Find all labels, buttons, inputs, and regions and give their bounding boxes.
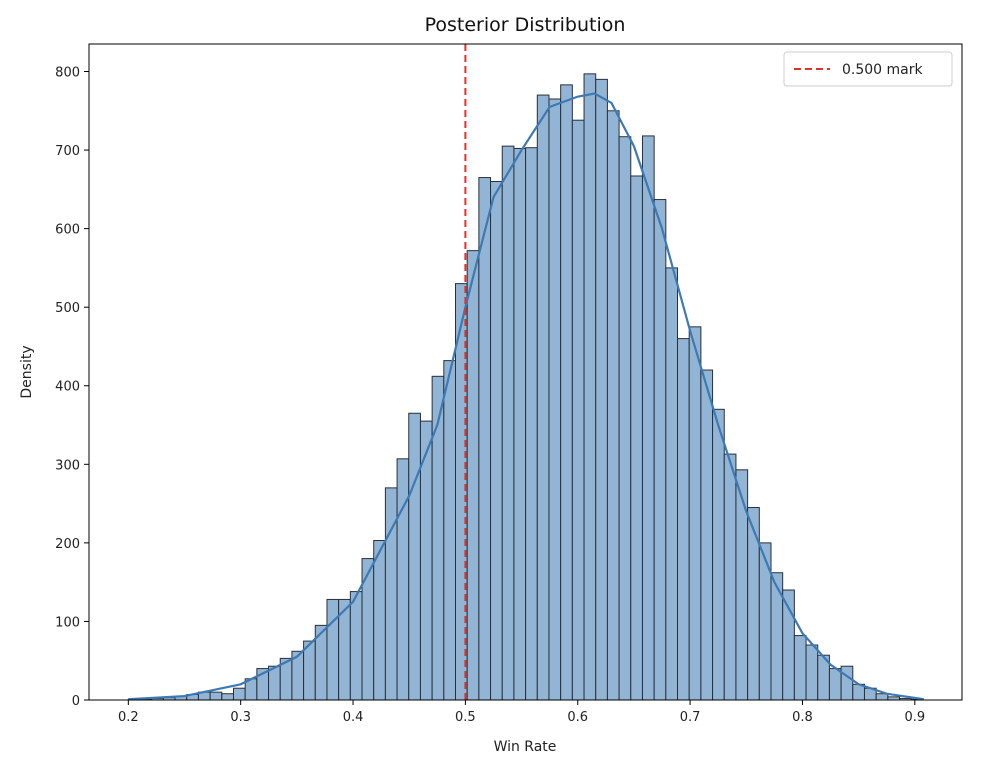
histogram-bar (408, 412, 421, 701)
y-tick: 0 (72, 694, 89, 709)
histogram-bar (349, 591, 363, 701)
histogram-bar (571, 119, 585, 701)
histogram-bar (630, 175, 643, 701)
x-axis: 0.2 0.3 0.4 0.5 0.6 0.7 0.8 0.9 (118, 700, 925, 725)
histogram-bar (653, 199, 667, 701)
x-axis-label: Win Rate (494, 739, 557, 755)
histogram-bar (735, 469, 749, 701)
histogram-bar (665, 267, 679, 701)
y-tick: 200 (55, 537, 89, 552)
y-axis-label: Density (19, 345, 35, 398)
y-tick-label: 300 (55, 458, 80, 473)
histogram-bar (513, 147, 527, 701)
x-tick: 0.4 (343, 700, 364, 725)
histogram-bar (443, 360, 457, 701)
histogram-bar (268, 665, 281, 701)
histogram-bar (840, 665, 854, 701)
y-tick: 700 (55, 144, 89, 159)
x-tick: 0.3 (230, 700, 251, 725)
histogram-bar (560, 84, 573, 701)
y-tick: 400 (55, 380, 89, 395)
x-tick-label: 0.4 (343, 710, 364, 725)
histogram-bar (618, 136, 632, 701)
legend: 0.500 mark (783, 51, 953, 87)
legend-box (783, 51, 953, 87)
y-tick-label: 400 (55, 380, 80, 395)
histogram-bar (326, 598, 340, 701)
histogram-bar (501, 145, 515, 701)
x-tick: 0.9 (904, 700, 925, 725)
histogram-bar (688, 326, 702, 701)
histogram-bar (793, 635, 807, 701)
histogram-bar (641, 135, 655, 701)
histogram-bar (221, 693, 234, 701)
x-tick-label: 0.8 (792, 710, 813, 725)
y-tick: 800 (55, 65, 89, 80)
histogram-bar (209, 691, 223, 701)
x-tick: 0.8 (792, 700, 813, 725)
x-tick-label: 0.3 (230, 710, 251, 725)
x-tick-label: 0.9 (904, 710, 925, 725)
bars-group (127, 73, 924, 701)
x-tick: 0.2 (118, 700, 139, 725)
y-axis: 0 100 200 300 400 500 600 700 800 (55, 65, 89, 709)
histogram-bar (232, 687, 246, 701)
y-tick: 300 (55, 458, 89, 473)
histogram-bar (700, 369, 714, 701)
histogram-bar (490, 180, 503, 701)
histogram-bar (606, 110, 620, 701)
x-tick-label: 0.2 (118, 710, 139, 725)
kde-curve (128, 92, 924, 701)
y-tick-label: 200 (55, 537, 80, 552)
histogram-bar (373, 540, 386, 701)
y-tick-label: 800 (55, 65, 80, 80)
histogram-bar (828, 668, 842, 701)
histogram-bar (747, 507, 760, 701)
histogram-bar (548, 98, 562, 701)
x-tick-label: 0.6 (567, 710, 588, 725)
legend-label: 0.500 mark (842, 62, 924, 78)
histogram-bar (396, 458, 410, 701)
plot-frame (88, 43, 963, 701)
y-tick-label: 100 (55, 615, 80, 630)
histogram-bar (536, 94, 550, 701)
y-tick: 100 (55, 615, 89, 630)
histogram-bar (595, 78, 608, 701)
histogram-bar (466, 250, 480, 701)
histogram-bar (583, 73, 597, 701)
x-tick-label: 0.7 (680, 710, 701, 725)
y-tick-label: 600 (55, 223, 80, 238)
x-tick: 0.7 (680, 700, 701, 725)
x-tick: 0.6 (567, 700, 588, 725)
chart-title: Posterior Distribution (425, 14, 626, 36)
x-tick-label: 0.5 (455, 710, 476, 725)
histogram-bar (712, 408, 725, 701)
x-tick: 0.5 (455, 700, 476, 725)
y-tick: 500 (55, 301, 89, 316)
y-tick-label: 500 (55, 301, 80, 316)
histogram-bar (805, 644, 819, 701)
y-tick: 600 (55, 223, 89, 238)
histogram-bar (723, 453, 737, 701)
y-tick-label: 0 (72, 694, 80, 709)
y-tick-label: 700 (55, 144, 80, 159)
histogram-bar (478, 177, 492, 701)
histogram-bar (525, 147, 538, 701)
histogram-bar (677, 338, 690, 701)
